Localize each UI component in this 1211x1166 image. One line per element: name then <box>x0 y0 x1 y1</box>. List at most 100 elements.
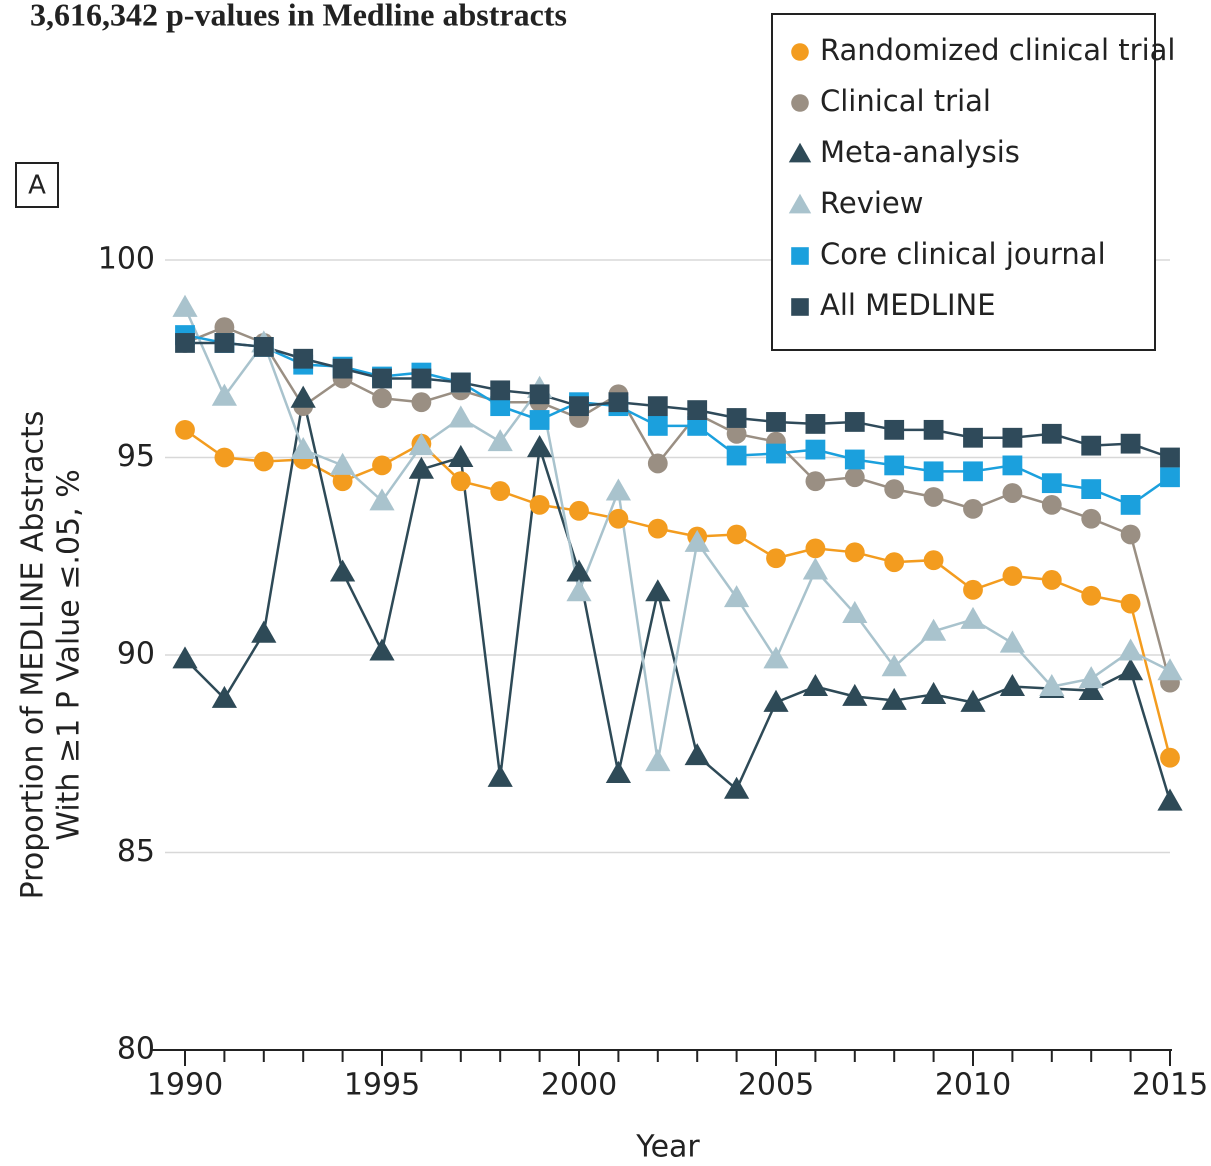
point <box>963 579 983 600</box>
point <box>332 471 353 492</box>
point <box>527 435 553 458</box>
point <box>293 348 314 369</box>
point <box>372 368 392 389</box>
point <box>844 542 865 563</box>
legend-marker <box>791 247 809 265</box>
point <box>1118 638 1144 661</box>
legend-marker <box>791 94 809 112</box>
legend-label: Clinical trial <box>820 84 991 118</box>
legend: Randomized clinical trial Clinical trial M… <box>771 13 1175 351</box>
point <box>726 423 747 444</box>
point <box>1081 585 1102 606</box>
point <box>211 383 237 406</box>
point <box>1160 447 1180 468</box>
point <box>684 529 710 552</box>
point <box>766 548 786 569</box>
x-tick-label: 2015 <box>1132 1068 1208 1103</box>
point <box>211 685 237 708</box>
point <box>923 419 944 440</box>
x-tick-label: 2005 <box>738 1068 814 1103</box>
point <box>766 412 786 432</box>
point <box>884 479 905 499</box>
legend-marker <box>791 43 809 61</box>
point <box>408 456 434 479</box>
point <box>172 646 198 669</box>
point <box>802 674 828 697</box>
point <box>1002 483 1023 503</box>
point <box>569 396 589 417</box>
point <box>763 646 789 669</box>
point <box>172 294 198 317</box>
point <box>529 495 550 515</box>
point <box>1039 674 1065 697</box>
panel-box <box>15 162 59 208</box>
point <box>884 455 905 476</box>
y-tick-label: 90 <box>117 637 155 672</box>
point <box>1120 495 1141 515</box>
point <box>999 674 1025 697</box>
y-tick-label: 80 <box>117 1032 155 1067</box>
point <box>1041 570 1062 590</box>
legend-box <box>771 13 1156 351</box>
point <box>253 337 274 357</box>
point <box>214 447 235 468</box>
point <box>923 461 944 482</box>
panel-label: A <box>28 171 46 201</box>
point <box>881 654 907 677</box>
point <box>608 392 629 413</box>
point <box>963 498 983 519</box>
point <box>290 385 316 408</box>
point <box>724 585 750 608</box>
legend-label: Meta-analysis <box>820 135 1020 169</box>
point <box>251 620 277 643</box>
point <box>332 358 353 379</box>
point <box>1120 593 1141 614</box>
point <box>1078 666 1104 689</box>
point <box>1118 658 1144 681</box>
point <box>1002 566 1023 586</box>
point <box>923 487 944 507</box>
point <box>766 443 786 464</box>
point <box>569 500 589 521</box>
point <box>529 410 550 430</box>
point <box>884 419 905 440</box>
point <box>608 508 629 529</box>
point <box>529 384 550 405</box>
x-tick-label: 2010 <box>935 1068 1011 1103</box>
point <box>369 638 395 661</box>
point <box>923 550 944 571</box>
point <box>842 683 868 706</box>
point <box>687 416 708 436</box>
y-tick-label: 100 <box>98 242 155 277</box>
point <box>1002 427 1023 448</box>
point <box>1078 677 1104 700</box>
point <box>1157 658 1183 681</box>
point <box>884 552 905 573</box>
legend-label: Core clinical journal <box>820 237 1106 271</box>
point <box>1041 423 1062 444</box>
point <box>1081 435 1102 456</box>
chart-title: 3,616,342 p-values in Medline abstracts <box>30 0 567 32</box>
point <box>921 681 947 704</box>
point <box>372 388 392 409</box>
point <box>842 600 868 623</box>
legend-marker <box>788 193 812 214</box>
point <box>1002 455 1023 476</box>
point <box>450 372 471 393</box>
point <box>1160 467 1180 488</box>
point <box>963 427 983 448</box>
legend-marker <box>788 142 812 163</box>
point <box>960 689 986 712</box>
point <box>684 743 710 766</box>
point <box>805 471 826 492</box>
point <box>726 524 747 545</box>
point <box>844 467 865 488</box>
point <box>490 380 511 401</box>
legend-label: Randomized clinical trial <box>820 33 1175 67</box>
point <box>805 439 826 460</box>
point <box>881 687 907 710</box>
point <box>647 453 668 474</box>
point <box>805 538 826 559</box>
point <box>963 461 983 482</box>
